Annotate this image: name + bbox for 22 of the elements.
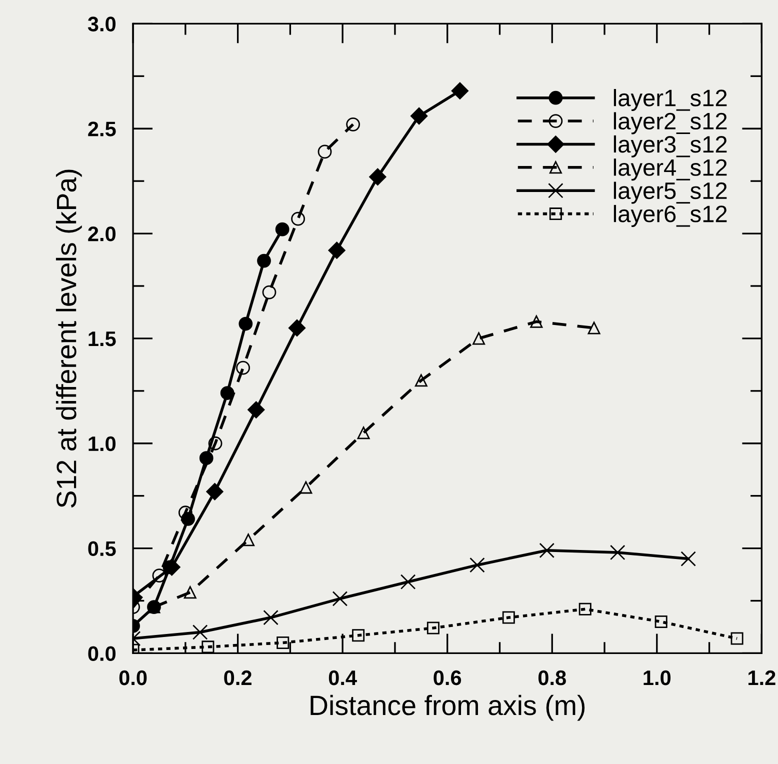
x-tick-label: 0.2 <box>224 670 252 686</box>
y-tick-label: 3.0 <box>88 16 116 32</box>
legend-label: layer4_s12 <box>614 158 727 181</box>
y-tick-label: 2.5 <box>88 122 116 136</box>
legend-label: layer6_s12 <box>614 204 727 227</box>
legend-label: layer5_s12 <box>614 182 727 204</box>
legend-label: layer1_s12 <box>614 89 727 112</box>
legend-label: layer3_s12 <box>614 135 727 158</box>
x-tick-label: 0.4 <box>328 670 357 686</box>
x-tick-label: 0.6 <box>434 670 462 686</box>
y-tick-label: 0.5 <box>88 541 116 556</box>
y-tick-label: 0.0 <box>88 646 116 661</box>
y-axis-title: S12 at different levels (kPa) <box>56 170 82 508</box>
y-tick-label: 1.5 <box>88 332 116 346</box>
x-tick-label: 0.0 <box>119 670 147 686</box>
legend-label: layer2_s12 <box>614 112 727 134</box>
y-tick-label: 1.0 <box>88 436 116 452</box>
x-tick-label: 1.0 <box>644 670 671 686</box>
x-tick-label: 1.2 <box>748 670 776 685</box>
x-tick-label: 0.8 <box>538 670 566 686</box>
y-tick-label: 2.0 <box>88 226 116 242</box>
x-axis-title: Distance from axis (m) <box>310 694 585 721</box>
